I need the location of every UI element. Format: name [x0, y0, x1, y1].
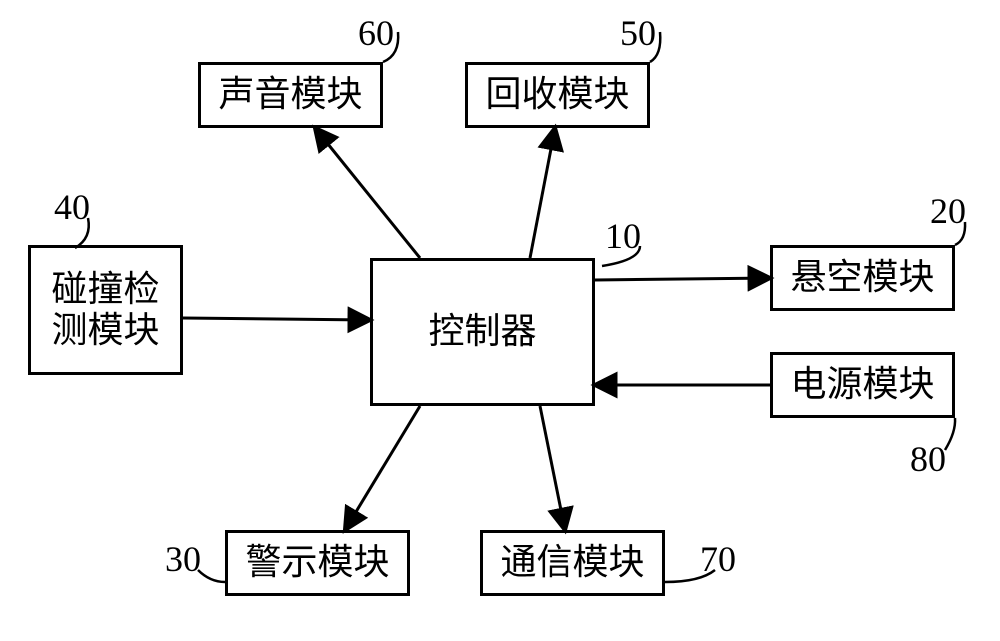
diagram-canvas: 控制器 声音模块 回收模块 碰撞检测模块 悬空模块 电源模块 警示模块 通信模块… — [0, 0, 1000, 641]
node-comm-text: 通信模块 — [500, 542, 644, 583]
leader-80 — [945, 418, 955, 450]
node-recycle: 回收模块 — [465, 62, 650, 128]
label-30: 30 — [165, 538, 201, 580]
label-80-text: 80 — [910, 439, 946, 479]
node-power: 电源模块 — [770, 352, 955, 418]
label-60: 60 — [358, 12, 394, 54]
edge-controller-suspend — [595, 278, 770, 280]
node-recycle-text: 回收模块 — [485, 74, 629, 115]
node-power-text: 电源模块 — [790, 364, 934, 405]
label-70-text: 70 — [700, 539, 736, 579]
edge-controller-warn — [345, 406, 420, 530]
node-sound: 声音模块 — [198, 62, 383, 128]
edge-controller-comm — [540, 406, 565, 530]
label-20: 20 — [930, 190, 966, 232]
label-20-text: 20 — [930, 191, 966, 231]
node-controller-text: 控制器 — [428, 311, 536, 352]
node-collision: 碰撞检测模块 — [28, 245, 183, 375]
node-sound-text: 声音模块 — [218, 74, 362, 115]
label-10: 10 — [605, 215, 641, 257]
edge-controller-sound — [315, 128, 420, 258]
edge-collision-controller — [183, 318, 370, 320]
label-50-text: 50 — [620, 13, 656, 53]
label-60-text: 60 — [358, 13, 394, 53]
edge-controller-recycle — [530, 128, 555, 258]
label-80: 80 — [910, 438, 946, 480]
leader-30 — [198, 570, 225, 582]
label-40-text: 40 — [54, 187, 90, 227]
node-warn-text: 警示模块 — [245, 542, 389, 583]
node-comm: 通信模块 — [480, 530, 665, 596]
label-50: 50 — [620, 12, 656, 54]
node-controller: 控制器 — [370, 258, 595, 406]
label-40: 40 — [54, 186, 90, 228]
node-collision-text: 碰撞检测模块 — [31, 269, 180, 352]
node-warn: 警示模块 — [225, 530, 410, 596]
node-suspend: 悬空模块 — [770, 245, 955, 311]
label-30-text: 30 — [165, 539, 201, 579]
node-suspend-text: 悬空模块 — [790, 257, 934, 298]
label-70: 70 — [700, 538, 736, 580]
label-10-text: 10 — [605, 216, 641, 256]
